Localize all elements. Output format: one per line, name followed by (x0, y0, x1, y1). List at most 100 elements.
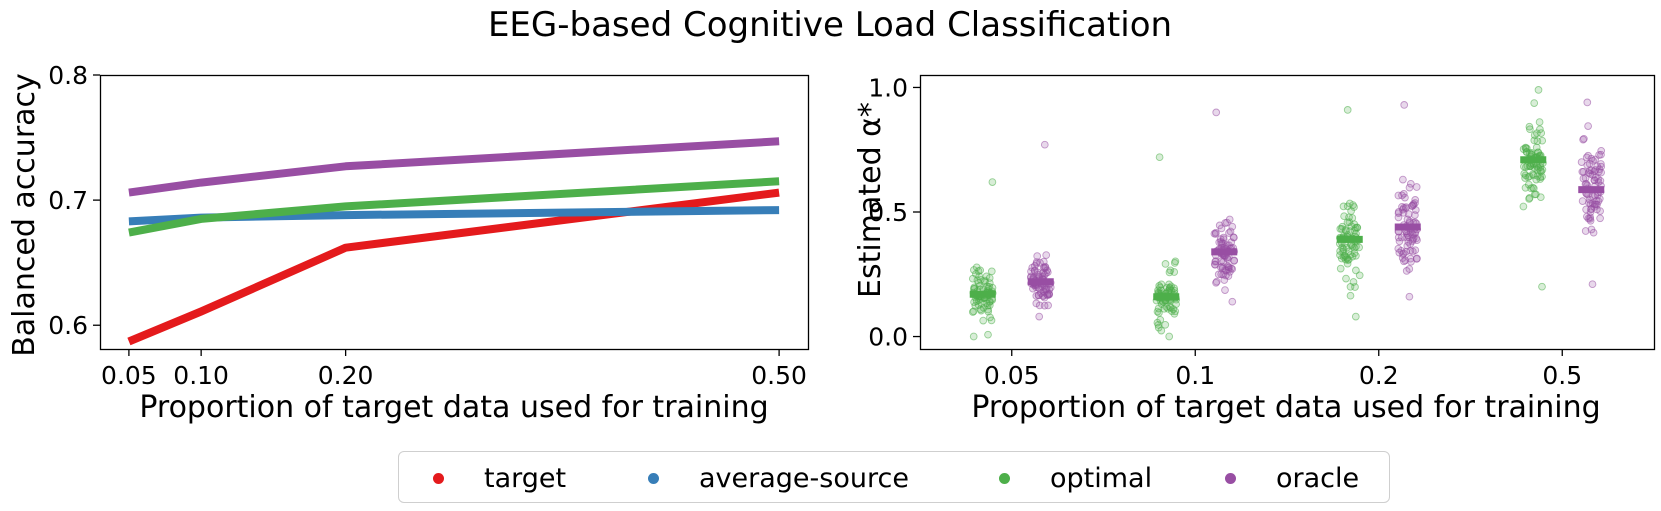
y-tick-label: 0.7 (48, 186, 88, 215)
strip-point-optimal (984, 330, 992, 339)
strip-point-optimal (1165, 268, 1174, 277)
y-tick-label: 0.8 (48, 61, 88, 90)
strip-point-oracle (1590, 176, 1599, 185)
legend: target average-source optimal oracle (398, 451, 1390, 503)
strip-point-oracle (1586, 216, 1595, 225)
strip-point-optimal (1533, 137, 1542, 146)
legend-marker-target (433, 472, 444, 484)
strip-point-oracle (1221, 286, 1229, 294)
strip-point-oracle (1212, 108, 1221, 117)
strip-point-oracle (1215, 221, 1224, 230)
strip-point-oracle (1027, 267, 1035, 276)
legend-item-target: target (433, 452, 566, 504)
series-line-oracle (128, 137, 780, 197)
accuracy-chart: 0.05 0.10 0.20 0.50 0.6 0.7 0.8 Proportion of … (7, 61, 810, 425)
strip-point-optimal (1525, 195, 1533, 203)
series-line-optimal (128, 177, 780, 237)
legend-label-oracle: oracle (1276, 462, 1360, 494)
strip-point-oracle (1040, 140, 1049, 149)
strip-point-optimal (1530, 99, 1539, 107)
strip-point-oracle (1216, 263, 1225, 272)
strip-point-oracle (1033, 268, 1042, 277)
strip-point-oracle (1408, 202, 1416, 210)
strip-point-optimal (1528, 183, 1537, 192)
strip-point-optimal (1161, 320, 1170, 329)
alpha-chart: 0.05 0.1 0.2 0.5 0.0 0.5 1.0 Proportion of tar… (853, 73, 1656, 425)
strip-point-optimal (1165, 332, 1174, 341)
strip-point-optimal (974, 267, 983, 275)
strip-point-oracle (1595, 151, 1603, 159)
strip-point-optimal (968, 274, 977, 283)
strip-point-optimal (970, 266, 978, 274)
alpha-plot-frame (919, 74, 1656, 351)
legend-marker-average-source (648, 472, 659, 484)
strip-point-optimal (1157, 326, 1166, 335)
strip-point-oracle (1210, 229, 1219, 238)
x-tick-label: 0.1 (1175, 361, 1215, 390)
strip-point-oracle (1583, 98, 1592, 107)
strip-point-oracle (1219, 270, 1228, 279)
legend-marker-optimal (999, 472, 1010, 484)
x-tick-label: 0.05 (984, 361, 1040, 390)
strip-point-optimal (1526, 125, 1534, 134)
strip-point-oracle (1399, 175, 1407, 184)
x-tick-label: 0.05 (101, 361, 157, 390)
strip-point-optimal (1163, 283, 1171, 292)
legend-label-target: target (484, 462, 567, 494)
strip-point-oracle (1587, 225, 1596, 234)
strip-point-oracle (1401, 256, 1410, 265)
strip-point-oracle (1411, 246, 1420, 255)
strip-point-oracle (1580, 134, 1588, 143)
strip-point-oracle (1596, 214, 1604, 223)
strip-point-oracle (1406, 179, 1415, 188)
strip-point-optimal (1342, 274, 1350, 283)
strip-point-oracle (1230, 233, 1238, 242)
strip-point-oracle (1597, 160, 1605, 168)
strip-point-oracle (1225, 229, 1233, 237)
legend-label-average-source: average-source (699, 462, 909, 494)
x-tick-label: 0.2 (1359, 361, 1399, 390)
strip-point-oracle (1398, 191, 1406, 200)
strip-point-oracle (1044, 301, 1052, 310)
strip-point-optimal (1166, 303, 1175, 312)
strip-point-optimal (1337, 225, 1346, 233)
x-tick-label: 0.20 (318, 361, 374, 390)
strip-point-optimal (1532, 143, 1541, 152)
strip-point-oracle (1035, 312, 1044, 321)
strip-point-oracle (1581, 227, 1590, 235)
strip-point-oracle (1226, 267, 1234, 276)
x-tick-label: 0.10 (173, 361, 229, 390)
series-line-target (127, 188, 780, 346)
strip-point-optimal (1161, 260, 1170, 268)
strip-point-optimal (986, 313, 994, 322)
strip-point-oracle (1584, 151, 1592, 160)
strip-point-oracle (1212, 277, 1221, 286)
strip-point-oracle (1581, 174, 1590, 182)
legend-item-average-source: average-source (648, 452, 909, 504)
figure-title: EEG-based Cognitive Load Classification (488, 5, 1172, 45)
strip-point-optimal (1533, 166, 1542, 175)
strip-point-oracle (1400, 101, 1409, 109)
legend-item-oracle: oracle (1225, 452, 1359, 504)
strip-point-oracle (1042, 251, 1051, 259)
strip-point-oracle (1596, 207, 1604, 215)
strip-point-optimal (1170, 259, 1179, 267)
strip-point-optimal (1343, 106, 1352, 114)
strip-point-oracle (1228, 297, 1237, 306)
strip-point-optimal (1157, 280, 1166, 289)
alpha-x-axis-label: Proportion of target data used for train… (971, 390, 1600, 425)
strip-point-optimal (1532, 190, 1540, 199)
strip-point-oracle (1585, 199, 1593, 207)
strip-point-optimal (1348, 214, 1357, 222)
strip-point-oracle (1590, 167, 1599, 176)
accuracy-x-axis-label: Proportion of target data used for train… (139, 390, 768, 425)
strip-point-oracle (1597, 146, 1606, 155)
accuracy-plot-frame (99, 74, 810, 351)
strip-point-oracle (1584, 122, 1592, 130)
strip-point-optimal (979, 316, 988, 325)
strip-point-optimal (1336, 247, 1344, 255)
strip-point-optimal (1351, 312, 1360, 321)
legend-marker-oracle (1225, 472, 1236, 484)
strip-point-optimal (1153, 307, 1162, 316)
strip-point-oracle (1594, 178, 1603, 187)
